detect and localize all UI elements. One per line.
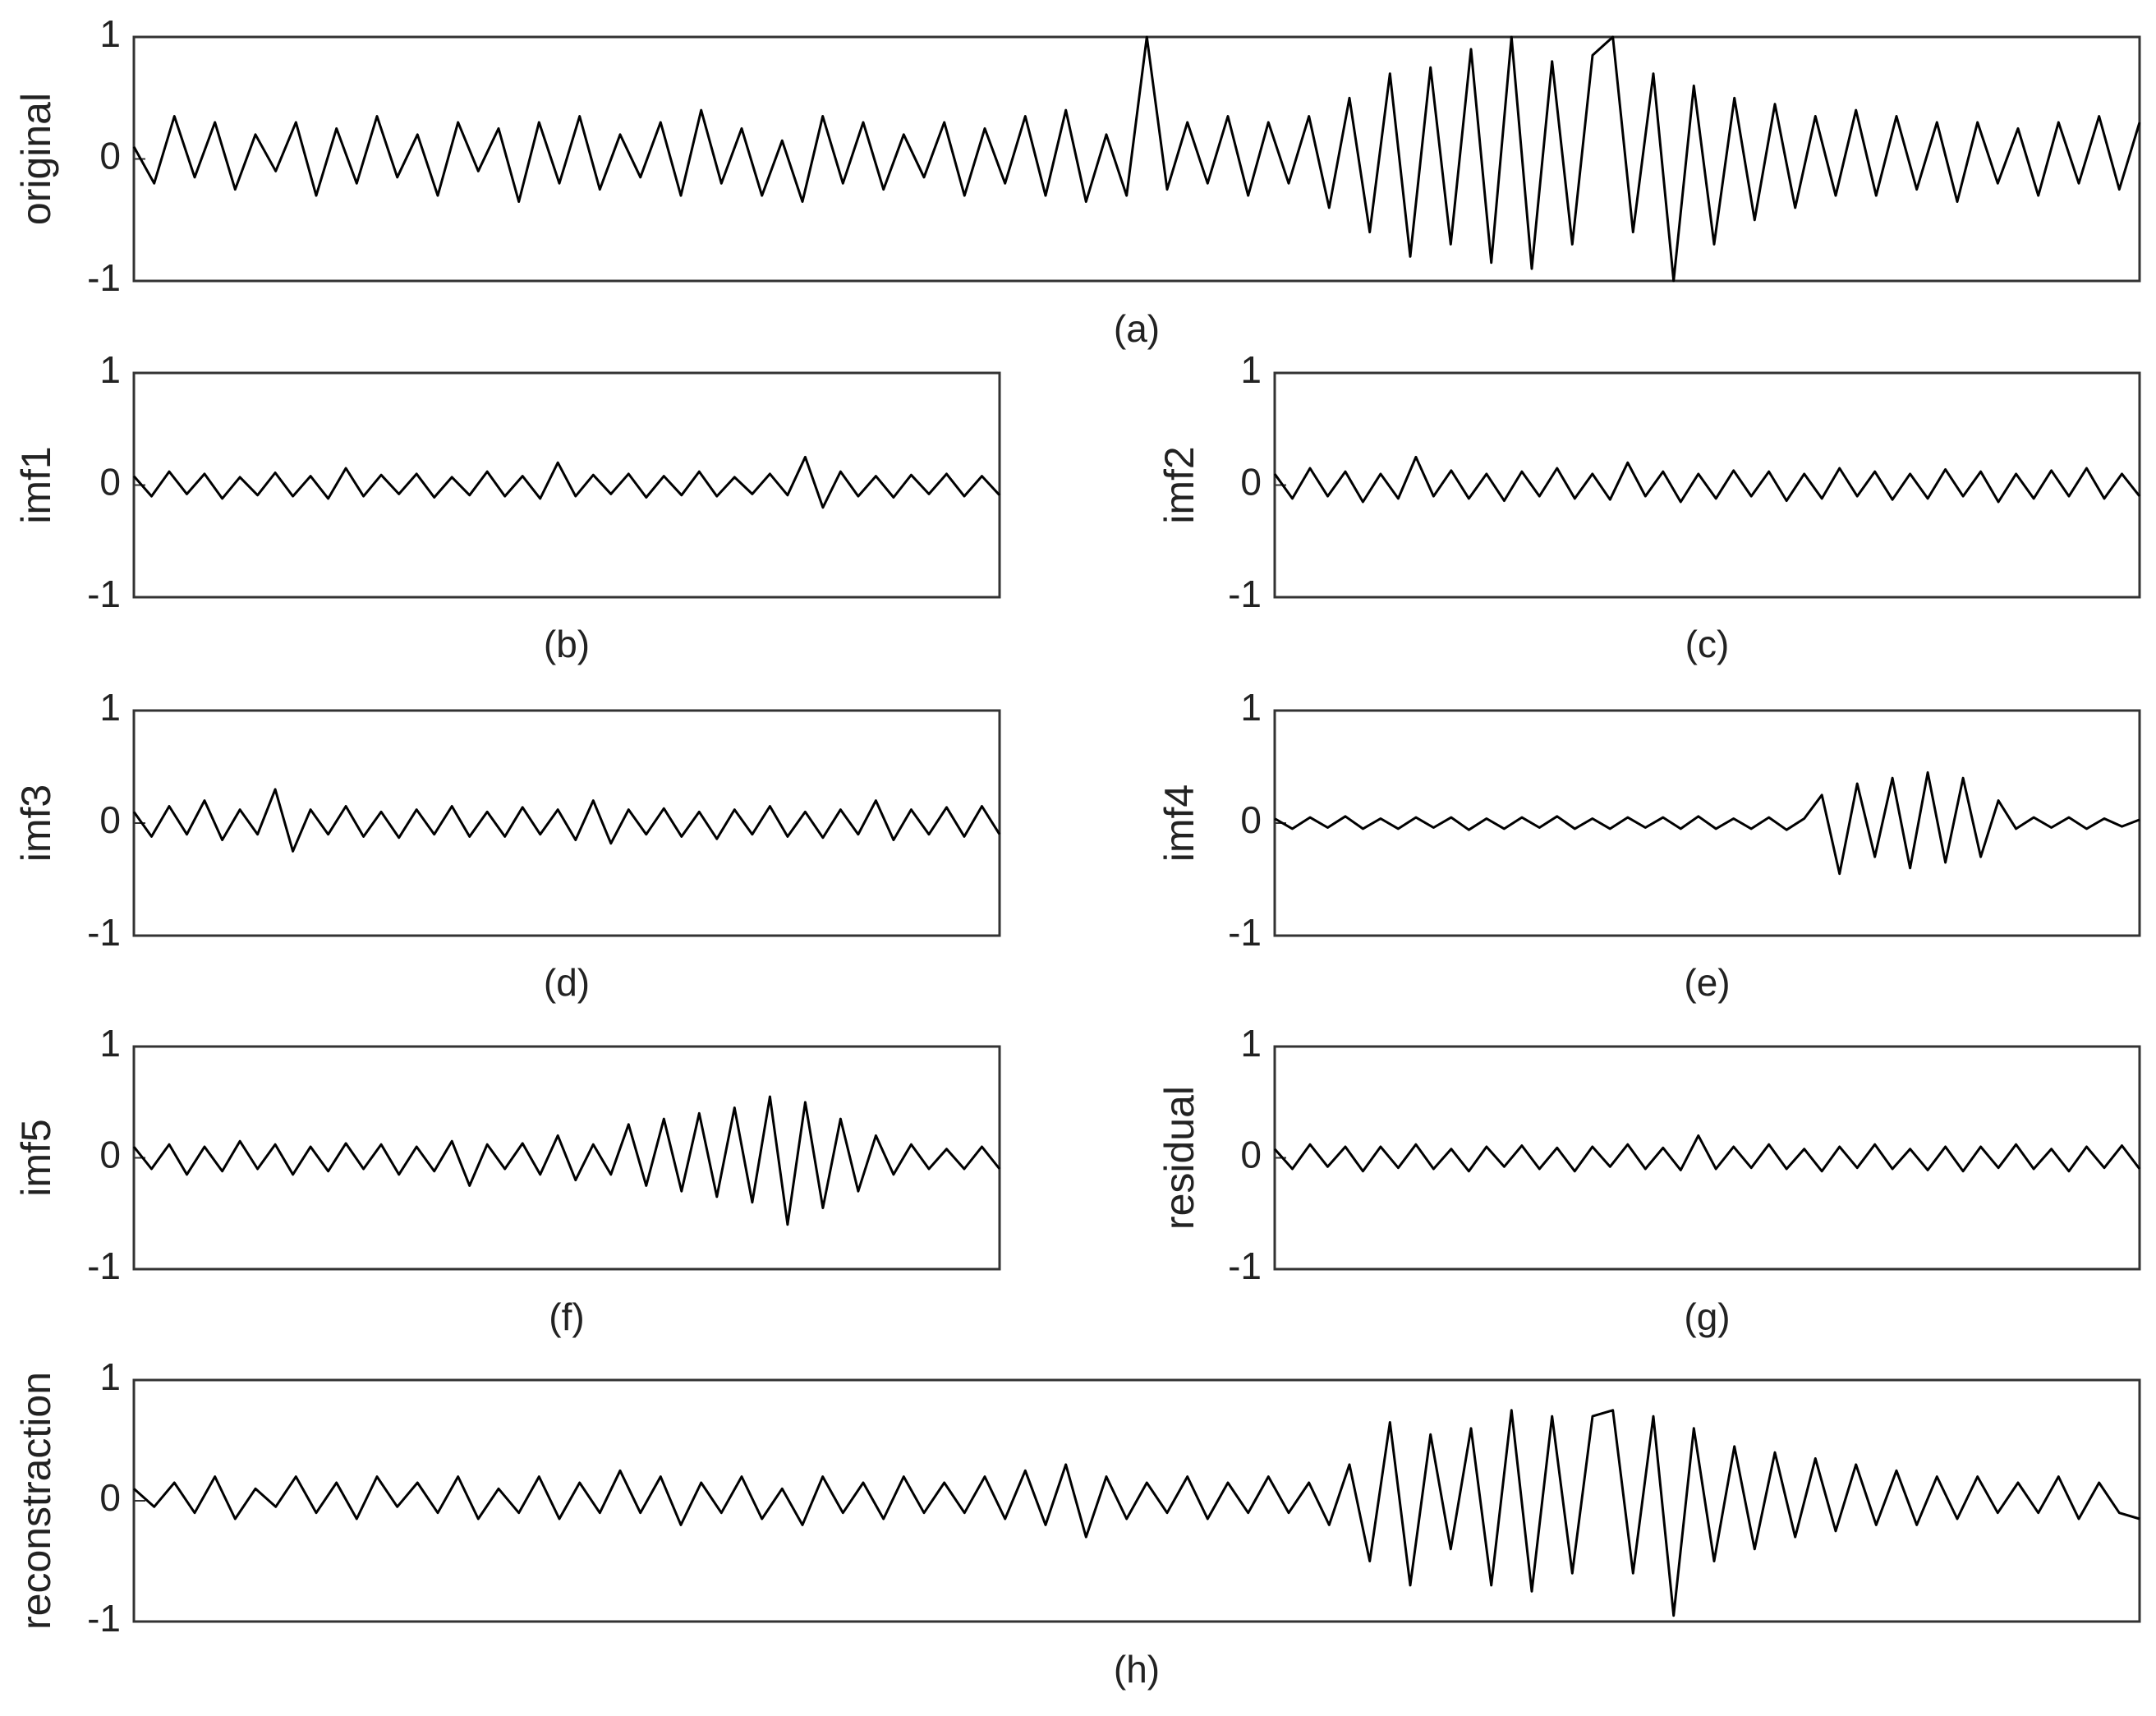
panel-caption: (c) bbox=[1685, 623, 1730, 665]
y-tick-label: -1 bbox=[87, 256, 121, 299]
y-axis-label: reconstraction bbox=[13, 1372, 59, 1630]
y-axis-label: imf3 bbox=[13, 784, 59, 862]
y-axis-label: imf2 bbox=[1156, 446, 1202, 523]
panel-caption: (g) bbox=[1684, 1295, 1730, 1338]
y-tick-label: 1 bbox=[99, 1355, 121, 1398]
y-axis-label: imf4 bbox=[1156, 784, 1202, 862]
y-tick-label: -1 bbox=[87, 911, 121, 954]
plot-frame bbox=[132, 35, 2141, 283]
panel-caption: (e) bbox=[1684, 961, 1730, 1004]
y-tick-label: -1 bbox=[87, 1244, 121, 1287]
y-tick-label: 1 bbox=[99, 348, 121, 391]
y-tick-label: -1 bbox=[1228, 573, 1262, 615]
y-tick-label: -1 bbox=[1228, 911, 1262, 954]
y-tick-label: 0 bbox=[99, 461, 121, 504]
signal-line bbox=[132, 788, 1001, 853]
panel-caption: (f) bbox=[549, 1295, 584, 1338]
signal-line bbox=[132, 455, 1001, 509]
panel-caption: (b) bbox=[544, 623, 590, 665]
y-tick-label: 0 bbox=[99, 1476, 121, 1519]
y-tick-label: -1 bbox=[87, 573, 121, 615]
signal-line bbox=[132, 1095, 1001, 1226]
y-tick-label: 0 bbox=[1240, 1134, 1262, 1176]
y-tick-label: 1 bbox=[1240, 348, 1262, 391]
y-tick-label: 1 bbox=[99, 1022, 121, 1065]
y-axis-label: residual bbox=[1156, 1086, 1202, 1230]
y-tick-label: -1 bbox=[1228, 1244, 1262, 1287]
y-tick-label: 0 bbox=[99, 135, 121, 177]
y-tick-label: 1 bbox=[99, 12, 121, 55]
panel-caption: (h) bbox=[1114, 1648, 1160, 1691]
plot-frame bbox=[132, 371, 1001, 599]
y-tick-label: 0 bbox=[1240, 461, 1262, 504]
y-tick-label: 0 bbox=[99, 798, 121, 841]
y-tick-label: 0 bbox=[99, 1134, 121, 1176]
y-tick-label: 1 bbox=[99, 686, 121, 729]
signal-line bbox=[1273, 455, 2141, 504]
y-axis-label: original bbox=[13, 93, 59, 225]
y-axis-label: imf5 bbox=[13, 1119, 59, 1196]
y-tick-label: 0 bbox=[1240, 798, 1262, 841]
signal-line bbox=[1273, 1134, 2141, 1173]
panel-caption: (d) bbox=[544, 961, 590, 1004]
y-tick-label: 1 bbox=[1240, 686, 1262, 729]
signal-line bbox=[1274, 771, 2140, 876]
y-tick-label: -1 bbox=[87, 1597, 121, 1640]
y-tick-label: 1 bbox=[1240, 1022, 1262, 1065]
panel-caption: (a) bbox=[1114, 307, 1160, 350]
signal-line bbox=[132, 35, 2141, 283]
signal-line bbox=[133, 1409, 2140, 1617]
y-axis-label: imf1 bbox=[13, 446, 59, 523]
